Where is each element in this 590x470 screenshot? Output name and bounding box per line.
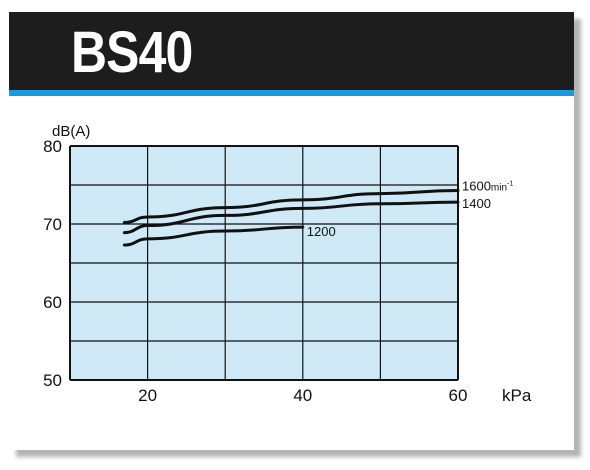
x-tick-label: 40 <box>293 386 312 405</box>
series-curve-1600 <box>122 188 460 224</box>
title-bar: BS40 <box>9 12 574 90</box>
curve-labels: 1600min-1 1400 1200 <box>307 178 514 239</box>
chart-title: BS40 <box>71 20 193 85</box>
curve-label-1400: 1400 <box>462 196 491 211</box>
x-axis-label: kPa <box>502 386 532 405</box>
grid <box>69 145 459 381</box>
x-tick-label: 20 <box>138 386 157 405</box>
y-tick-label: 70 <box>43 215 62 234</box>
y-tick-label: 50 <box>43 371 62 390</box>
tick-labels: 50 60 70 80 20 40 60 <box>43 137 467 405</box>
x-tick-label: 60 <box>449 386 468 405</box>
y-tick-label: 80 <box>43 137 62 156</box>
series-curve-1400 <box>122 200 460 235</box>
curve-label-1200: 1200 <box>307 224 336 239</box>
y-tick-label: 60 <box>43 293 62 312</box>
y-axis-label: dB(A) <box>52 123 90 140</box>
curve-label-1600: 1600min-1 <box>462 178 513 193</box>
series-curve-1200 <box>122 225 305 247</box>
title-accent-stripe <box>9 90 574 96</box>
curves <box>122 188 460 247</box>
